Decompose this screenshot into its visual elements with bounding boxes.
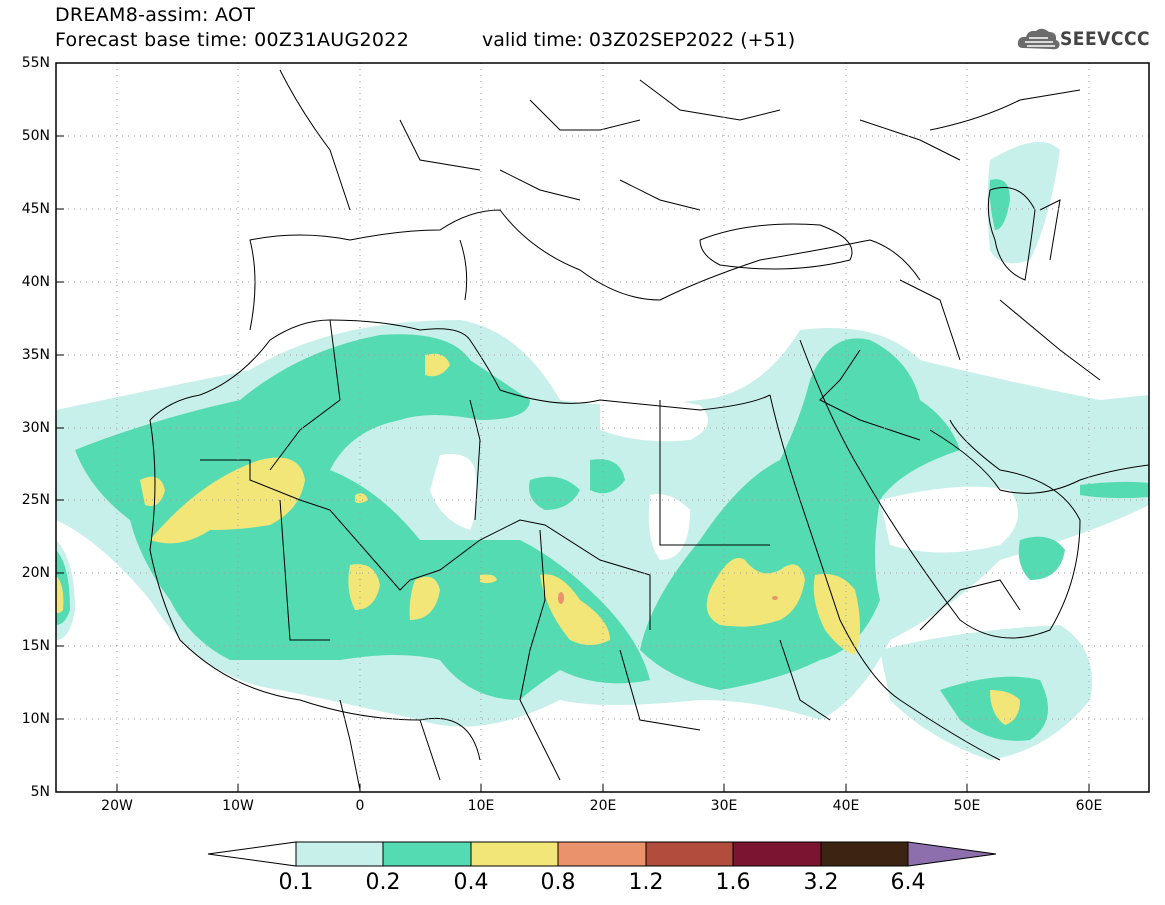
lat-tick-label: 25N	[21, 492, 50, 508]
colorbar-label: 1.6	[715, 870, 751, 895]
lon-tick-label: 50E	[953, 798, 981, 814]
lat-tick-label: 40N	[21, 274, 50, 290]
colorbar-segment	[645, 841, 734, 867]
lat-tick-label: 35N	[21, 347, 50, 363]
colorbar-segment	[820, 841, 909, 867]
tick-marks	[56, 135, 1090, 792]
map-title: DREAM8-assim: AOT	[55, 4, 256, 26]
colorbar-segment	[382, 841, 472, 867]
colorbar-label: 3.2	[803, 870, 839, 895]
lon-tick-label: 40E	[832, 798, 860, 814]
valid-time: valid time: 03Z02SEP2022 (+51)	[482, 29, 796, 51]
lon-tick-label: 30E	[710, 798, 738, 814]
colorbar-low-arrow	[207, 841, 297, 867]
logo-text: SEEVCCC	[1060, 28, 1151, 50]
lon-tick-label: 20W	[101, 798, 133, 814]
forecast-base-time: Forecast base time: 00Z31AUG2022	[55, 29, 410, 51]
lat-tick-label: 10N	[21, 711, 50, 727]
lon-tick-label: 10E	[467, 798, 495, 814]
colorbar-label: 1.2	[628, 870, 664, 895]
lat-tick-label: 45N	[21, 201, 50, 217]
coastlines	[149, 69, 1149, 791]
lon-tick-label: 60E	[1075, 798, 1103, 814]
lat-tick-label: 55N	[21, 55, 50, 71]
colorbar-segment	[557, 841, 647, 867]
colorbar-segment	[732, 841, 822, 867]
lat-tick-label: 50N	[21, 128, 50, 144]
colorbar-label: 0.4	[453, 870, 489, 895]
colorbar-segment	[295, 841, 384, 867]
lat-tick-label: 15N	[21, 638, 50, 654]
lon-tick-label: 0	[355, 798, 365, 814]
lat-tick-label: 5N	[30, 784, 50, 800]
colorbar-label: 6.4	[890, 870, 926, 895]
gridlines	[56, 63, 1149, 792]
colorbar-label: 0.8	[540, 870, 576, 895]
cloud-logo-icon	[1017, 28, 1060, 50]
lon-tick-label: 20E	[589, 798, 617, 814]
lon-tick-label: 10W	[222, 798, 254, 814]
aot-level-0-8	[558, 592, 778, 604]
aot-field	[56, 142, 1149, 760]
colorbar-high-arrow	[907, 841, 997, 867]
lat-tick-label: 20N	[21, 565, 50, 581]
colorbar	[207, 841, 997, 867]
lat-tick-label: 30N	[21, 420, 50, 436]
colorbar-label: 0.1	[278, 870, 314, 895]
colorbar-segment	[470, 841, 559, 867]
aot-below-0-1	[430, 398, 1018, 560]
aot-level-0-4	[56, 353, 1020, 725]
colorbar-label: 0.2	[365, 870, 401, 895]
